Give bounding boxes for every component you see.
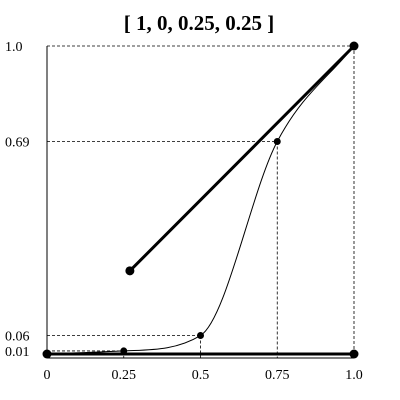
control-point (349, 349, 359, 359)
guide-lines (47, 45, 355, 358)
x-tick-label: 1.0 (345, 368, 363, 383)
data-points (42, 41, 359, 359)
curve-layer (46, 45, 355, 355)
x-tick-label: 0.25 (112, 368, 137, 383)
curve-point (350, 42, 358, 50)
bezier-curve (46, 45, 355, 355)
y-tick-label: 0.01 (5, 345, 30, 360)
chart-title: [ 1, 0, 0.25, 0.25 ] (124, 11, 275, 35)
y-tick-labels: 0.010.06 0.69 1.0 (5, 40, 30, 360)
y-tick-label: 0.69 (5, 135, 30, 150)
curve-point (197, 332, 204, 340)
tangent-lines (45, 44, 356, 356)
control-point (125, 266, 135, 276)
x-tick-labels: 0 0.25 0.5 0.75 1.0 (44, 368, 363, 383)
x-tick-label: 0.5 (192, 368, 210, 383)
y-tick-label: 1.0 (5, 40, 23, 55)
control-point (42, 349, 52, 359)
tangent-line (128, 44, 356, 273)
y-tick-label: 0.06 (5, 330, 30, 345)
x-tick-label: 0.75 (265, 368, 290, 383)
curve-point (273, 137, 281, 145)
axes (46, 46, 354, 359)
curve-point (120, 347, 128, 355)
x-tick-label: 0 (44, 368, 51, 383)
